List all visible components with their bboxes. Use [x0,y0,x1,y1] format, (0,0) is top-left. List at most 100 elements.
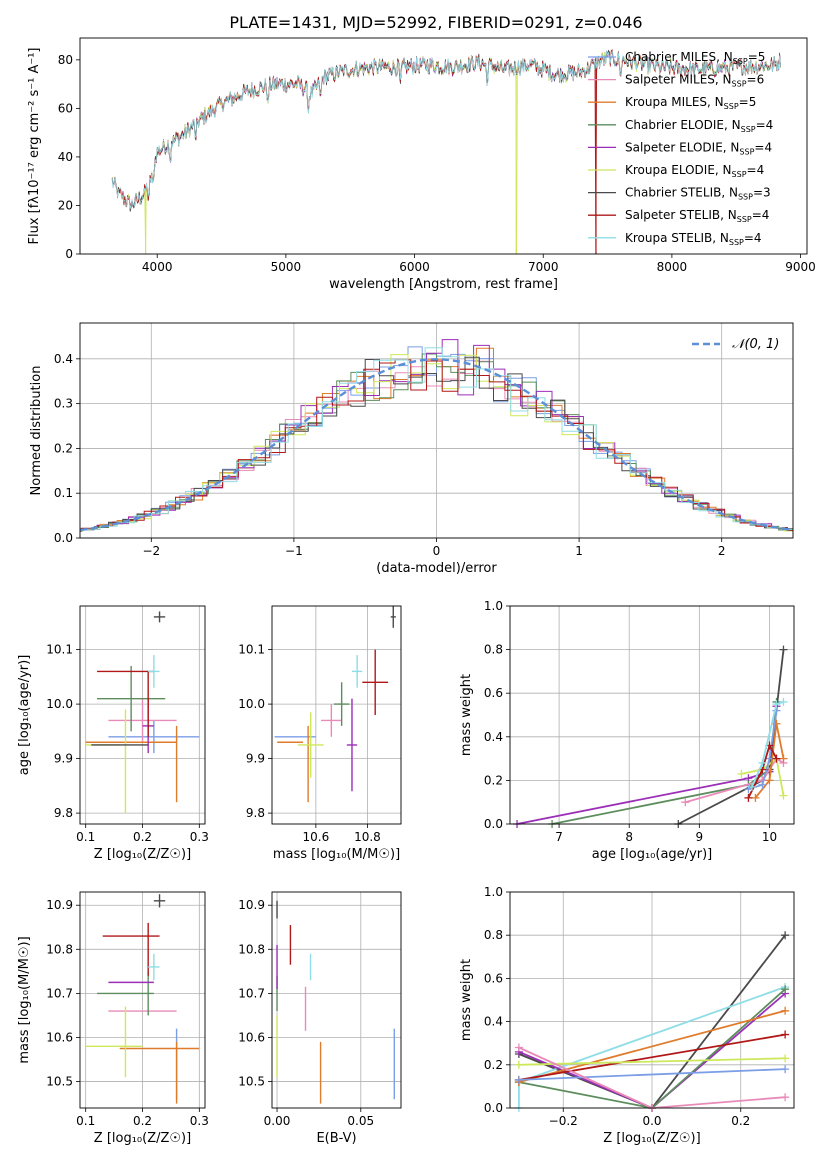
axes-frame [79,891,206,1109]
legend-label: Salpeter ELODIE, NSSP=4 [625,140,772,156]
x-tick-label: 7 [555,830,563,844]
axes-frame [79,605,206,825]
y-tick-label: 10.0 [238,697,265,711]
x-tick-label: 0 [433,544,441,558]
y-axis-label: mass weight [459,674,474,756]
weight-marker [781,1093,790,1102]
y-tick-label: 0 [65,247,73,261]
weight-line [518,1057,786,1066]
x-tick-label: 0.1 [76,1114,95,1128]
weight-marker [758,780,767,789]
x-tick-label: 4000 [142,260,173,274]
weight-marker [737,769,746,778]
y-tick-label: 0.4 [484,1015,503,1029]
legend-subscript: SSP [741,125,756,134]
normal-reference-curve [80,358,793,532]
weight-marker [779,697,788,706]
weight-line [741,756,785,796]
y-tick-label: 0.0 [484,1101,503,1115]
x-tick-label: 0.3 [190,830,209,844]
y-tick-label: 0.4 [54,352,73,366]
y-tick-label: 9.9 [246,752,265,766]
y-tick-label: 10.9 [46,898,73,912]
weight-marker [779,791,788,800]
weight-marker [781,1030,790,1039]
axes-frame [79,37,808,255]
weight-line [518,1033,786,1081]
y-tick-label: 60 [58,101,73,115]
x-tick-label: −2 [142,544,160,558]
weight-marker [758,758,767,767]
legend-subscript: SSP [737,215,752,224]
y-tick-label: 10.7 [238,986,265,1000]
y-tick-label: 0.6 [484,686,503,700]
legend-label: Salpeter STELIB, NSSP=4 [625,208,769,224]
y-tick-label: 10.6 [46,1030,73,1044]
x-axis-label: (data-model)/error [376,561,497,576]
y-tick-label: 0.2 [484,1058,503,1072]
weight-marker [514,1060,523,1069]
x-axis-label: Z [log₁₀(Z/Z☉)] [94,847,191,862]
plot-area [513,645,788,828]
weight-marker [747,782,756,791]
panel-residuals: −2 −1 0 1 2 0.0 0.1 0.2 0.3 0.4 (data-model)/error… [29,322,794,576]
axes-frame [509,891,795,1109]
x-tick-label: 9000 [785,260,816,274]
weight-marker [781,1054,790,1063]
x-tick-label: 2 [718,544,726,558]
x-tick-label: 10.8 [354,830,381,844]
legend-subscript: SSP [732,80,747,89]
weight-line [518,1068,786,1081]
weight-marker [781,1065,790,1074]
x-tick-label: 9 [696,830,704,844]
y-tick-label: 10.9 [238,898,265,912]
x-tick-label: 0.2 [133,1114,152,1128]
y-tick-label: 0.0 [484,817,503,831]
legend-label: Chabrier MILES, NSSP=5 [625,50,765,66]
errorbar-point [333,682,350,726]
weight-marker [751,793,760,802]
y-axis-label: mass [log₁₀(M/M☉)] [17,936,32,1063]
panel-mass_vs_ebv: 0.00 0.05 10.5 10.6 10.7 10.8 10.9 E(B-V) [238,891,402,1146]
y-tick-label: 10.6 [238,1030,265,1044]
errorbar-point [297,712,324,778]
x-axis-label: Z [log₁₀(Z/Z☉)] [603,1131,700,1146]
x-tick-label: 6000 [399,260,430,274]
weight-marker [765,754,774,763]
weight-line [751,701,784,788]
plot-area [80,339,793,533]
legend-subscript: SSP [729,238,744,247]
y-tick-label: 10.1 [238,643,265,657]
legend-subscript: SSP [733,57,748,66]
legend-value: =4 [747,163,765,177]
legend-label: Kroupa MILES, NSSP=5 [625,95,756,111]
y-tick-label: 0.1 [54,486,73,500]
x-tick-label: 0.1 [76,830,95,844]
x-tick-label: −1 [285,544,303,558]
y-tick-label: 10.8 [238,942,265,956]
errorbar-point [390,606,396,628]
legend-subscript: SSP [739,147,754,156]
x-tick-label: 0.00 [264,1114,291,1128]
y-tick-label: 0.4 [484,730,503,744]
y-tick-label: 10.1 [46,643,73,657]
y-axis-label: Normed distribution [29,366,44,496]
legend-value: =4 [744,231,762,245]
weight-line [747,743,778,799]
plot-area [85,611,200,814]
weight-marker [744,793,753,802]
y-tick-label: 0.8 [484,643,503,657]
y-tick-label: 1.0 [484,885,503,899]
y-tick-label: 9.8 [246,806,265,820]
y-tick-label: 9.8 [54,806,73,820]
spectrum-legend: Chabrier MILES, NSSP=5 Salpeter MILES, NS… [588,50,773,247]
histogram-series [80,347,793,532]
spectrum-line [111,50,781,209]
plot-container: 4000 5000 6000 7000 8000 9000020406080wavelen… [17,37,816,1146]
y-tick-label: 40 [58,150,73,164]
weight-line [685,757,784,804]
panel-age_vs_mass: 10.6 10.8 9.8 9.9 10.0 10.1 mass [log₁₀(M/M☉)] [238,605,402,862]
y-tick-label: 10.0 [46,697,73,711]
weight-marker [779,754,788,763]
